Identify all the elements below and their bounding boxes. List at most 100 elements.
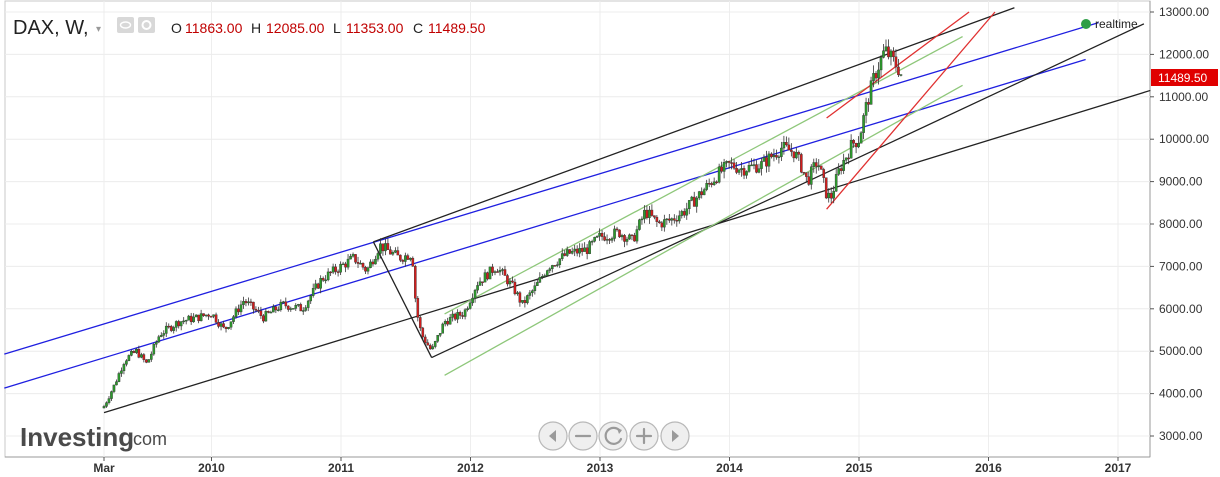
candle-body: [491, 266, 494, 273]
candle-body: [511, 280, 514, 283]
candle-body: [682, 211, 686, 216]
candle-body: [142, 354, 146, 360]
reset-icon[interactable]: [598, 421, 628, 451]
candle-body: [854, 143, 858, 148]
candle-body: [712, 181, 716, 186]
x-tick-label: 2011: [328, 461, 354, 475]
logo-suffix: .com: [128, 429, 167, 449]
symbol-dropdown-icon[interactable]: ▾: [96, 24, 101, 35]
candle-body: [536, 282, 539, 286]
candle-body: [884, 46, 888, 51]
candle-body: [503, 269, 507, 276]
candle-body: [152, 344, 156, 355]
candle-body: [628, 234, 631, 240]
candle-body: [157, 336, 161, 343]
candle-body: [775, 154, 778, 158]
trend-line[interactable]: [826, 11, 996, 210]
candle-body: [550, 265, 554, 270]
candle-body: [800, 154, 803, 173]
candle-body: [137, 348, 141, 358]
candle-body: [780, 147, 783, 157]
x-tick-label: 2012: [457, 461, 484, 475]
candle-body: [314, 283, 317, 289]
trend-line[interactable]: [4, 58, 1086, 389]
candle-body: [560, 253, 564, 259]
candle-body: [533, 285, 537, 291]
candle-body: [219, 323, 223, 327]
trend-line[interactable]: [444, 36, 963, 315]
candle-body: [406, 255, 410, 260]
candle-body: [839, 168, 843, 171]
candle-body: [635, 229, 639, 242]
candle-body: [580, 248, 584, 252]
candle-body: [242, 301, 245, 305]
candle-body: [722, 162, 726, 172]
candle-body: [874, 73, 878, 79]
candle-body: [162, 333, 166, 336]
candle-body: [379, 243, 382, 254]
candle-body: [451, 313, 454, 318]
candle-body: [164, 325, 168, 334]
last-price-marker: [1151, 69, 1218, 86]
candle-body: [391, 252, 395, 255]
trend-line[interactable]: [444, 84, 963, 376]
open-label: O: [171, 20, 182, 36]
candle-body: [453, 313, 457, 320]
candle-body: [254, 309, 258, 311]
trend-line[interactable]: [372, 241, 433, 358]
zoom-in-icon[interactable]: [629, 421, 659, 451]
trend-line[interactable]: [4, 21, 1099, 355]
candle-body: [673, 218, 676, 221]
candle-body: [653, 215, 656, 218]
scroll-left-icon[interactable]: [538, 421, 568, 451]
candlesticks: [102, 39, 903, 409]
scroll-right-icon[interactable]: [660, 421, 690, 451]
trend-line[interactable]: [103, 89, 1151, 414]
visibility-icon[interactable]: [117, 17, 134, 33]
trend-lines[interactable]: [4, 7, 1151, 414]
candle-body: [431, 346, 435, 350]
candle-body: [643, 209, 646, 220]
candle-body: [468, 302, 472, 309]
candle-body: [112, 384, 116, 392]
candle-body: [177, 321, 181, 327]
candle-body: [409, 257, 412, 260]
candle-body: [600, 232, 604, 237]
candle-body: [598, 232, 601, 237]
trend-line[interactable]: [431, 23, 1145, 359]
candle-body: [252, 301, 255, 310]
candle-body: [458, 312, 462, 316]
candle-body: [159, 335, 163, 337]
candle-body: [645, 209, 649, 218]
candle-body: [306, 300, 310, 308]
candle-body: [274, 306, 278, 311]
settings-icon[interactable]: [138, 17, 155, 33]
candle-body: [229, 321, 233, 328]
candle-body: [867, 102, 870, 105]
candle-body: [267, 311, 270, 313]
candle-body: [249, 301, 253, 303]
trend-line[interactable]: [373, 7, 1015, 243]
trend-line[interactable]: [826, 11, 970, 119]
candle-body: [528, 292, 532, 296]
candle-body: [374, 258, 377, 265]
zoom-out-icon[interactable]: [568, 421, 598, 451]
candle-body: [889, 50, 893, 58]
candle-body: [145, 359, 148, 363]
candle-body: [319, 278, 322, 289]
candle-body: [648, 209, 651, 218]
x-tick-label: 2013: [587, 461, 614, 475]
candle-body: [217, 322, 220, 327]
candle-body: [209, 316, 213, 318]
candle-body: [147, 359, 151, 363]
candle-body: [473, 289, 477, 299]
candle-body: [687, 200, 691, 210]
candle-body: [478, 281, 482, 286]
candle-body: [174, 321, 178, 328]
candle-body: [234, 308, 238, 317]
candle-body: [847, 157, 850, 160]
candle-body: [371, 261, 375, 265]
candle-body: [747, 165, 751, 172]
candle-body: [346, 258, 350, 268]
